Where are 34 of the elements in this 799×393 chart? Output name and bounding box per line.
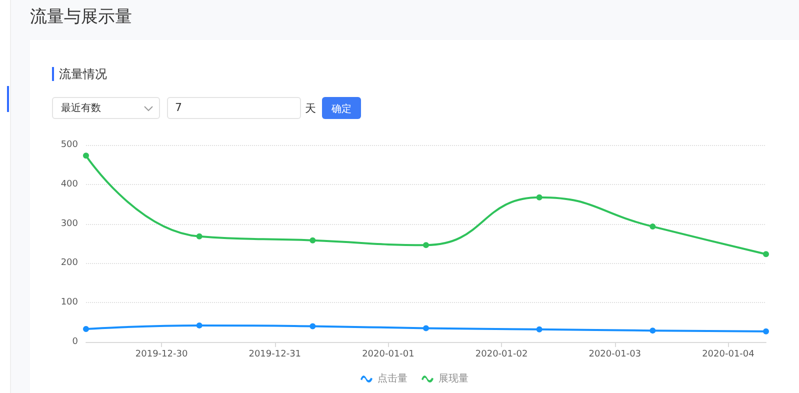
legend-label: 点击量 [378,372,408,384]
text: 天 [305,101,316,116]
x-tick-label: 2019-12-30 [135,350,188,360]
x-tick-label: 2020-01-03 [588,350,642,360]
point [310,237,316,244]
text: 7 [175,101,182,114]
text: 最近有数 [61,102,101,115]
y-tick-label: 500 [60,140,78,150]
point [536,326,542,332]
y-tick-label: 400 [60,179,78,190]
legend-label: 展现量 [438,374,468,384]
point [423,325,429,332]
y-tick-label: 0 [72,337,78,347]
point [763,251,769,258]
x-tick-label: 2019-12-31 [248,350,302,360]
y-tick-label: 100 [60,298,78,308]
point [650,224,656,230]
chart-title: 流量与展示量 [30,6,132,28]
point [423,242,429,248]
x-tick-label: 2020-01-04 [702,350,755,360]
point [196,233,202,240]
y-tick-label: 300 [60,218,78,229]
x-tick-label: 2020-01-02 [475,350,528,360]
point [83,326,89,332]
point [310,323,316,330]
point [650,328,656,334]
chart-subtitle: 流量情况 [52,67,107,81]
point [536,194,542,200]
point [83,152,89,159]
point [763,328,769,334]
point [196,322,202,328]
x-tick-label: 2020-01-01 [362,350,414,360]
text: 确定 [330,102,352,116]
y-tick-label: 200 [60,258,78,268]
